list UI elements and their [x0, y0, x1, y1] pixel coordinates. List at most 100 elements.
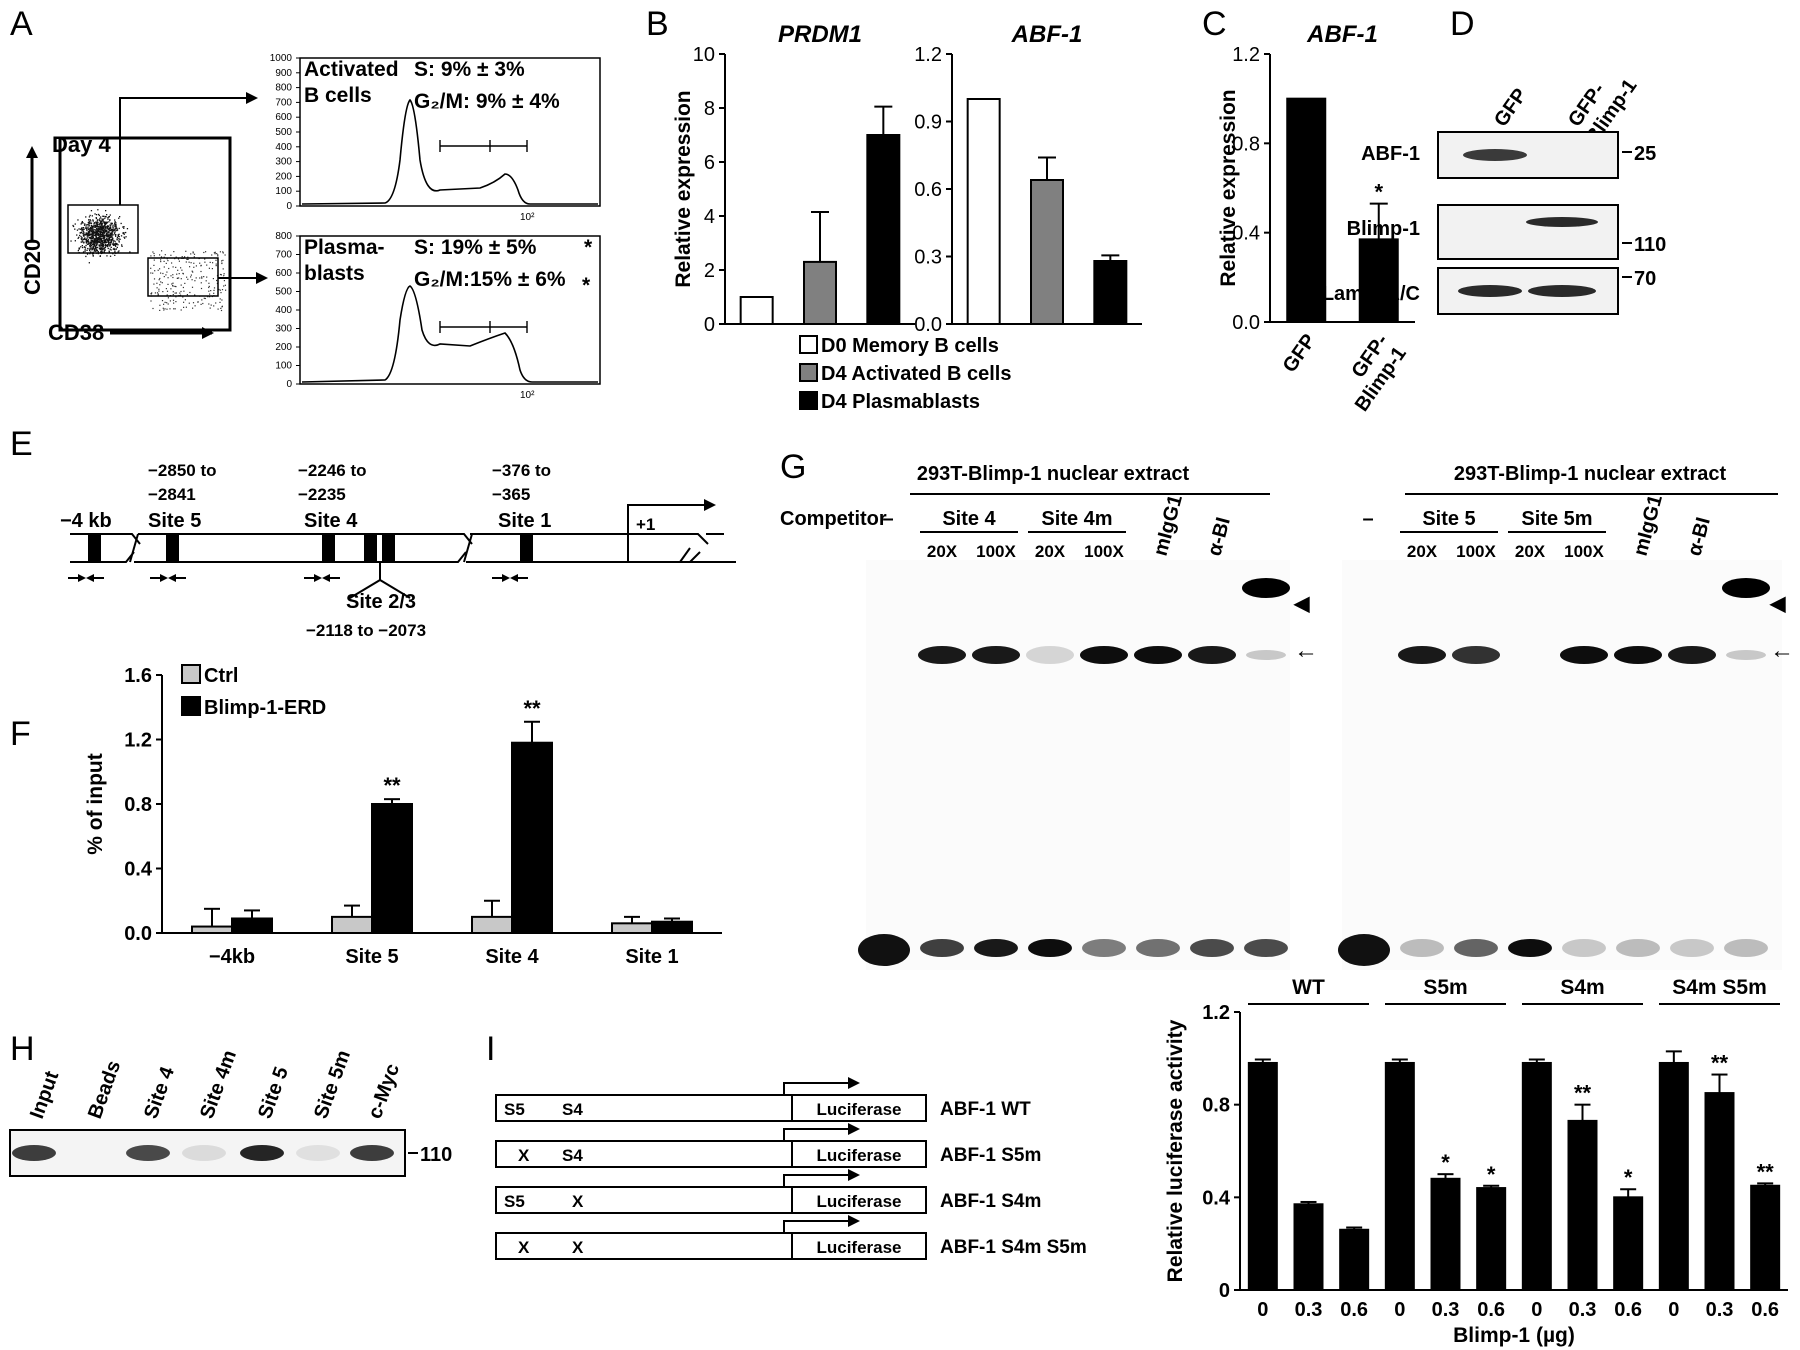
scatter-dot: [216, 253, 218, 255]
scatter-dot: [100, 224, 103, 226]
scatter-dot: [103, 237, 106, 239]
scatter-dot: [162, 307, 164, 309]
scatter-dot: [91, 236, 93, 238]
scatter-dot: [97, 230, 99, 232]
scatter-dot: [194, 305, 196, 307]
scatter-dot: [101, 220, 103, 222]
scatter-dot: [175, 296, 177, 298]
scatter-dot: [206, 264, 208, 266]
scatter-dot: [101, 239, 103, 241]
scatter-dot: [220, 309, 223, 312]
scatter-dot: [92, 241, 94, 243]
scatter-dot: [153, 259, 155, 261]
x-tick-label: 0: [1257, 1299, 1268, 1321]
ytick-label: 0.9: [914, 112, 942, 134]
scatter-dot: [93, 234, 95, 236]
scatter-dot: [202, 302, 204, 305]
scatter-dot: [173, 251, 175, 253]
scatter-dot: [87, 235, 90, 237]
scatter-dot: [221, 289, 224, 291]
scatter-dot: [107, 247, 109, 250]
ytick-label: 100: [275, 361, 292, 372]
scatter-dot: [102, 226, 104, 228]
site5-mark: X: [518, 1238, 530, 1257]
scatter-dot: [100, 231, 103, 233]
scatter-dot: [160, 261, 162, 263]
scatter-dot: [91, 249, 93, 251]
scatter-dot: [114, 244, 116, 247]
scatter-dot: [102, 225, 105, 227]
scatter-dot: [95, 237, 97, 239]
chart-title: ABF-1: [1011, 21, 1083, 48]
scatter-dot: [118, 240, 120, 242]
panel-letters: A B C D E F G H I: [10, 5, 1475, 1068]
scatter-dot: [115, 242, 117, 244]
scatter-dot: [174, 308, 176, 310]
scatter-dot: [206, 276, 208, 278]
scatter-dot: [81, 227, 83, 229]
scatter-dot: [97, 213, 100, 216]
scatter-dot: [105, 229, 108, 232]
scatter-dot: [111, 237, 113, 239]
scatter-dot: [109, 244, 111, 246]
scatter-dot: [88, 237, 91, 239]
scatter-dot: [97, 219, 99, 221]
ytick-label: 10: [693, 44, 715, 66]
scatter-dot: [93, 223, 95, 225]
scatter-dot: [106, 239, 108, 241]
scatter-dot: [98, 244, 100, 246]
scatter-dot: [90, 240, 92, 242]
complex-band: [918, 646, 966, 664]
scatter-dot: [92, 229, 94, 231]
hist-bottom-s: S: 19% ± 5%: [414, 236, 537, 259]
scatter-dot: [116, 229, 119, 231]
scatter-dot: [94, 233, 97, 236]
bar: [1613, 1196, 1644, 1292]
scatter-dot: [165, 288, 167, 290]
scatter-dot: [108, 230, 111, 232]
bar: [471, 915, 513, 934]
scatter-dot: [90, 222, 93, 224]
free-probe-band: [1454, 939, 1498, 957]
significance-mark: *: [1487, 1162, 1496, 1187]
scatter-dot: [114, 240, 116, 243]
scatter-dot: [102, 233, 104, 236]
luciferase-label: Luciferase: [816, 1100, 901, 1119]
scatter-dot: [90, 236, 93, 238]
scatter-dot: [200, 303, 202, 305]
scatter-dot: [208, 285, 210, 287]
ytick-label: 700: [275, 97, 292, 108]
scatter-dot: [161, 300, 164, 302]
scatter-dot: [85, 242, 88, 244]
bar: [1384, 1061, 1415, 1292]
x-tick-label: GFP-Blimp-1: [1333, 330, 1411, 415]
scatter-dot: [111, 238, 113, 241]
site5-mark: S5: [504, 1100, 525, 1119]
ytick-label: 0.4: [124, 859, 153, 881]
scatter-dot: [112, 231, 114, 233]
scatter-dot: [88, 224, 90, 226]
scatter-dot: [125, 236, 127, 238]
scatter-dot: [181, 269, 183, 271]
supershift-marker-left: ◀: [1293, 593, 1310, 615]
scatter-dot: [86, 227, 88, 230]
scatter-dot: [125, 231, 127, 234]
free-probe-band: [1562, 939, 1606, 957]
scatter-dot: [105, 244, 108, 246]
site1-label: Site 1: [498, 510, 551, 532]
scatter-dot: [113, 233, 116, 235]
scatter-dot: [104, 242, 107, 244]
scatter-dot: [223, 285, 225, 287]
bar: [1658, 1061, 1689, 1292]
free-probe-band: [920, 939, 964, 957]
luciferase-label: Luciferase: [816, 1238, 901, 1257]
scatter-dot: [186, 258, 188, 260]
hist-top-s: S: 9% ± 3%: [414, 58, 525, 81]
scatter-dot: [99, 244, 101, 246]
ytick-label: 200: [275, 342, 292, 353]
scatter-dot: [90, 220, 92, 222]
ytick-label: 500: [275, 287, 292, 298]
scatter-dot: [88, 216, 91, 218]
scatter-dot: [156, 292, 159, 294]
bar: [191, 925, 233, 934]
